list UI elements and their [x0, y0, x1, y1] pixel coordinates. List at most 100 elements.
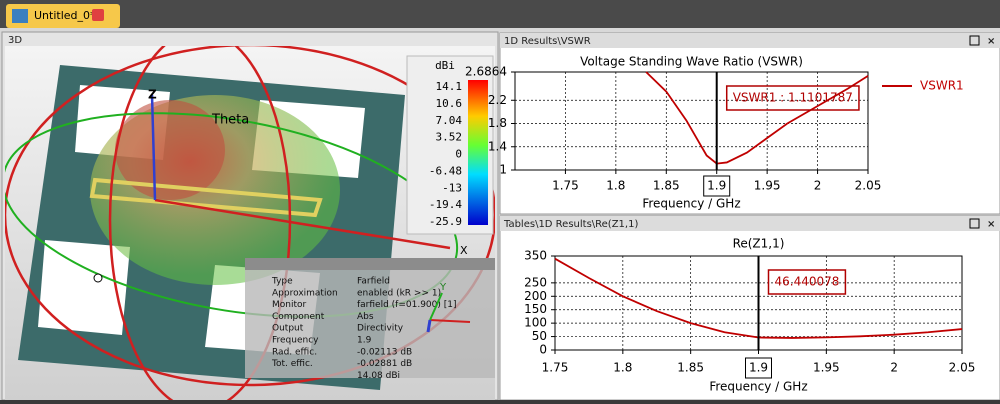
info-value: Directivity: [357, 324, 404, 334]
marker-annotation: VSWR1 : 1.1101787: [733, 91, 853, 105]
y-tick-label: 100: [524, 316, 547, 330]
x-tick-label: 1.8: [613, 361, 632, 375]
marker-tick-box: [745, 357, 772, 379]
tab-close[interactable]: [92, 9, 104, 21]
x-tick-label: 1.9: [749, 361, 768, 375]
colorbar-tick: -6.48: [429, 164, 462, 177]
x-tick-label: 1.95: [813, 361, 840, 375]
panel-header: [500, 216, 1000, 231]
axis-label: Y: [439, 282, 447, 293]
info-header: [245, 258, 495, 270]
info-value: 1.9: [357, 336, 372, 346]
colorbar-tick: -13: [442, 181, 462, 194]
theta-circle: [108, 46, 292, 400]
panel-title: 1D Results\VSWR: [504, 36, 591, 47]
equator: [5, 112, 459, 318]
y-tick-label: 1.8: [488, 116, 507, 130]
triad-y: [429, 292, 443, 321]
y-tick-label: 2.6864: [465, 65, 507, 79]
y-tick-label: 350: [524, 249, 547, 263]
y-tick-label: 1.4: [488, 139, 507, 153]
y-tick-label: 0: [539, 343, 547, 357]
panel-title: 3D: [8, 35, 22, 46]
legend-label: VSWR1: [920, 79, 964, 93]
x-tick-label: 1.75: [542, 361, 569, 375]
y-tick-label: 2.2: [488, 93, 507, 107]
x-tick-label: 2.05: [949, 361, 976, 375]
info-label: Rad. effic.: [272, 347, 317, 357]
x-tick-label: 1.95: [754, 179, 781, 193]
info-value: 14.08 dBi: [357, 371, 400, 381]
chart-title: Re(Z1,1): [733, 237, 785, 251]
info-label: Component: [272, 312, 325, 322]
axis-label: X: [460, 244, 468, 257]
annotation-box: [767, 269, 847, 295]
z-axis-arrow: [150, 94, 157, 201]
info-value: -0.02113 dB: [357, 347, 412, 357]
axis-label: Theta: [211, 113, 249, 128]
colorbar: [468, 80, 488, 225]
panel-title: Tables\1D Results\Re(Z1,1): [503, 219, 638, 230]
info-label: Output: [272, 324, 304, 334]
marker-annotation: 46.440078: [775, 275, 840, 289]
info-value: Farfield: [357, 277, 390, 287]
patch: [38, 240, 130, 335]
x-axis-label: Frequency / GHz: [709, 380, 807, 394]
colorbar-tick: 0: [455, 148, 462, 161]
info-panel: [245, 258, 495, 378]
colorbar-tick: 3.52: [436, 131, 463, 144]
panel-rez: [499, 215, 1000, 401]
tab-bar: [0, 0, 1000, 28]
y-tick-label: 250: [524, 275, 547, 289]
radiation-lobe: [115, 100, 225, 200]
tab-icon: [12, 9, 28, 23]
close-button[interactable]: ×: [987, 36, 995, 47]
tab-title: Untitled_0*: [34, 9, 96, 22]
info-label: Frequency: [272, 336, 319, 346]
triad-x: [429, 319, 471, 323]
feed-line: [89, 177, 323, 218]
x-axis-label: Frequency / GHz: [642, 197, 740, 211]
x-tick-label: 2: [890, 361, 898, 375]
x-tick-label: 2.05: [855, 179, 882, 193]
colorbar-title: dBi: [435, 59, 455, 72]
chart-title: Voltage Standing Wave Ratio (VSWR): [580, 55, 803, 69]
close-button[interactable]: ×: [987, 219, 995, 230]
x-tick-label: 1.85: [653, 179, 680, 193]
panel-header: [500, 33, 1000, 48]
x-tick-label: 1.8: [606, 179, 625, 193]
info-value: farfield (f=01.900) [1]: [357, 300, 457, 310]
info-value: Abs: [357, 312, 374, 322]
x-tick-label: 2: [814, 179, 822, 193]
colorbar-tick: 14.1: [436, 80, 463, 93]
maximize-button[interactable]: [969, 218, 980, 229]
info-value: -0.02881 dB: [357, 359, 412, 369]
plot-frame: [514, 71, 869, 171]
y-tick-label: 200: [524, 289, 547, 303]
axis-label: Z: [148, 88, 157, 102]
annotation-box: [725, 85, 860, 111]
info-table: Type Farfield Approximation enabled (kR >> …: [271, 277, 457, 381]
info-label: Type: [271, 277, 293, 287]
y-tick-label: 50: [532, 329, 547, 343]
marker-tick-box: [703, 175, 731, 197]
x-tick-label: 1.85: [677, 361, 704, 375]
maximize-button[interactable]: [969, 35, 980, 46]
colorbar-ticks: 14.1 10.6 7.04 3.52 0 -6.48 -13 -19.4 -25.9: [429, 80, 462, 228]
series-line: [645, 71, 869, 165]
colorbar-tick: 10.6: [436, 97, 463, 110]
info-value: enabled (kR >> 1): [357, 288, 441, 298]
y-tick-label: 1: [499, 163, 507, 177]
info-label: Tot. effic.: [271, 359, 313, 369]
info-label: Monitor: [272, 300, 307, 310]
x-tick-label: 1.9: [707, 179, 726, 193]
x-axis-arrow: [154, 198, 451, 250]
info-label: Approximation: [272, 288, 338, 298]
tab[interactable]: [6, 4, 120, 28]
y-tick-label: 150: [524, 302, 547, 316]
port: [93, 273, 103, 283]
triad-z: [426, 319, 432, 333]
phi-circle: [5, 46, 495, 387]
